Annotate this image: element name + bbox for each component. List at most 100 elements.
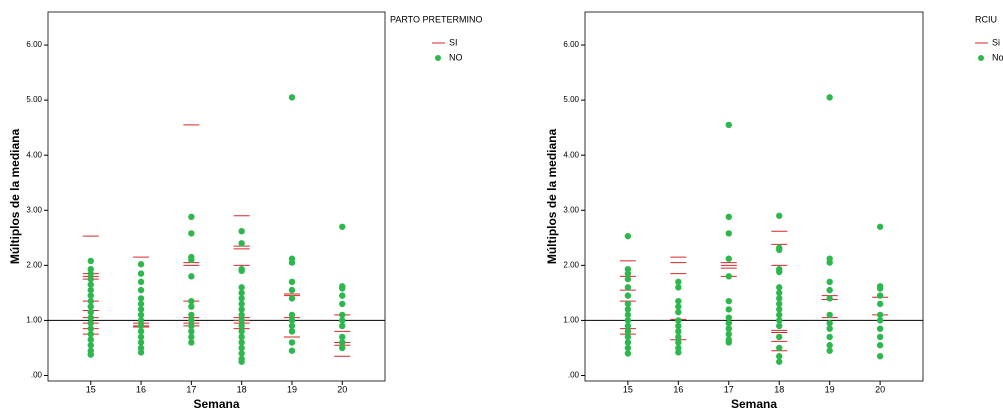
x-tick-label: 18 — [237, 384, 247, 394]
dot-point — [188, 333, 195, 341]
dot-point — [624, 284, 632, 291]
dot-point — [87, 297, 94, 305]
dot-point — [288, 322, 296, 330]
dot-point — [188, 311, 195, 319]
legend-label: SI — [449, 37, 458, 47]
dot-point — [776, 295, 783, 302]
dot-point — [826, 333, 833, 341]
dot-point — [624, 350, 632, 357]
dot-point — [137, 339, 145, 346]
x-tick-label: 16 — [673, 384, 683, 394]
dot-point — [876, 311, 884, 319]
dot-point — [725, 306, 732, 313]
dot-point — [776, 353, 783, 360]
dot-point — [188, 230, 195, 237]
y-tick-label: 1.00 — [563, 316, 579, 325]
dot-point — [876, 317, 884, 324]
dot-point — [87, 342, 94, 349]
dot-point — [87, 351, 94, 358]
y-tick-label: 2.00 — [26, 260, 42, 269]
dot-point — [339, 311, 346, 319]
dot-point — [137, 286, 145, 294]
dot-point — [238, 289, 245, 297]
dot-point — [137, 278, 145, 286]
dot-point — [826, 319, 833, 327]
dot-point — [238, 350, 245, 357]
dot-point — [87, 286, 94, 294]
dot-point — [624, 328, 632, 335]
dot-point — [137, 261, 145, 268]
dot-point — [87, 330, 94, 338]
legend-symbol — [435, 55, 441, 61]
dot-point — [238, 240, 245, 247]
dot-point — [87, 257, 94, 265]
dot-point — [339, 292, 346, 299]
dot-point — [137, 300, 145, 308]
dot-point — [137, 344, 145, 352]
dot-point — [339, 333, 346, 341]
x-axis-title: Semana — [193, 397, 239, 411]
dot-point — [675, 284, 682, 291]
x-tick-label: 15 — [623, 384, 633, 394]
dot-point — [826, 347, 833, 354]
dot-point — [137, 311, 145, 319]
dot-point — [876, 223, 884, 230]
dot-point — [624, 339, 632, 346]
dot-point — [624, 322, 632, 330]
dot-point — [675, 297, 682, 305]
dot-point — [238, 300, 245, 308]
dot-point — [188, 297, 195, 305]
chart: .00 1.00 2.00 3.00 4.00 5.00 6.00 15 16 17 18 19 20 S… — [545, 11, 1003, 411]
x-tick-label: 19 — [287, 384, 297, 394]
dot-point — [288, 347, 296, 354]
dot-point — [876, 292, 884, 299]
y-tick-label: 4.00 — [563, 150, 579, 159]
dot-point — [876, 333, 884, 341]
legend-title: PARTO PRETERMINO — [390, 14, 483, 24]
dot-point — [238, 311, 245, 319]
dot-point — [826, 295, 833, 302]
y-tick-label: .00 — [568, 371, 580, 380]
legend-label: No — [992, 52, 1003, 62]
dot-point — [238, 295, 245, 302]
dot-point — [288, 339, 296, 346]
x-tick-label: 20 — [337, 384, 347, 394]
dot-point — [137, 322, 145, 330]
x-tick-label: 20 — [875, 384, 885, 394]
dot-point — [776, 246, 783, 254]
dot-point — [776, 311, 783, 319]
dot-point — [339, 285, 346, 292]
dot-point — [776, 358, 783, 365]
dot-point — [137, 270, 145, 277]
legend-title: RCIU — [975, 14, 997, 24]
dot-point — [675, 339, 682, 346]
y-tick-label: 3.00 — [26, 205, 42, 214]
dot-point — [87, 275, 94, 283]
y-tick-label: 6.00 — [563, 40, 579, 49]
dot-point — [188, 213, 195, 221]
y-tick-label: 2.00 — [563, 260, 579, 269]
dot-point — [776, 317, 783, 324]
dot-point — [339, 223, 346, 230]
dot-point — [624, 306, 632, 313]
dot-point — [725, 121, 732, 129]
dot-point — [826, 259, 833, 266]
dot-point — [624, 317, 632, 324]
dot-point — [137, 317, 145, 324]
dot-point — [87, 336, 94, 343]
dot-point — [725, 325, 732, 332]
dot-point — [725, 330, 732, 338]
dot-point — [675, 278, 682, 286]
dot-point — [624, 292, 632, 299]
dot-point — [188, 328, 195, 335]
dot-point — [725, 319, 732, 327]
dot-point — [87, 308, 94, 316]
dot-point — [876, 342, 884, 349]
dot-point — [238, 267, 245, 275]
dot-point — [339, 300, 346, 308]
dot-point — [238, 322, 245, 330]
dot-point — [675, 303, 682, 310]
dot-point — [87, 292, 94, 299]
dot-point — [776, 212, 783, 219]
x-tick-label: 17 — [186, 384, 196, 394]
